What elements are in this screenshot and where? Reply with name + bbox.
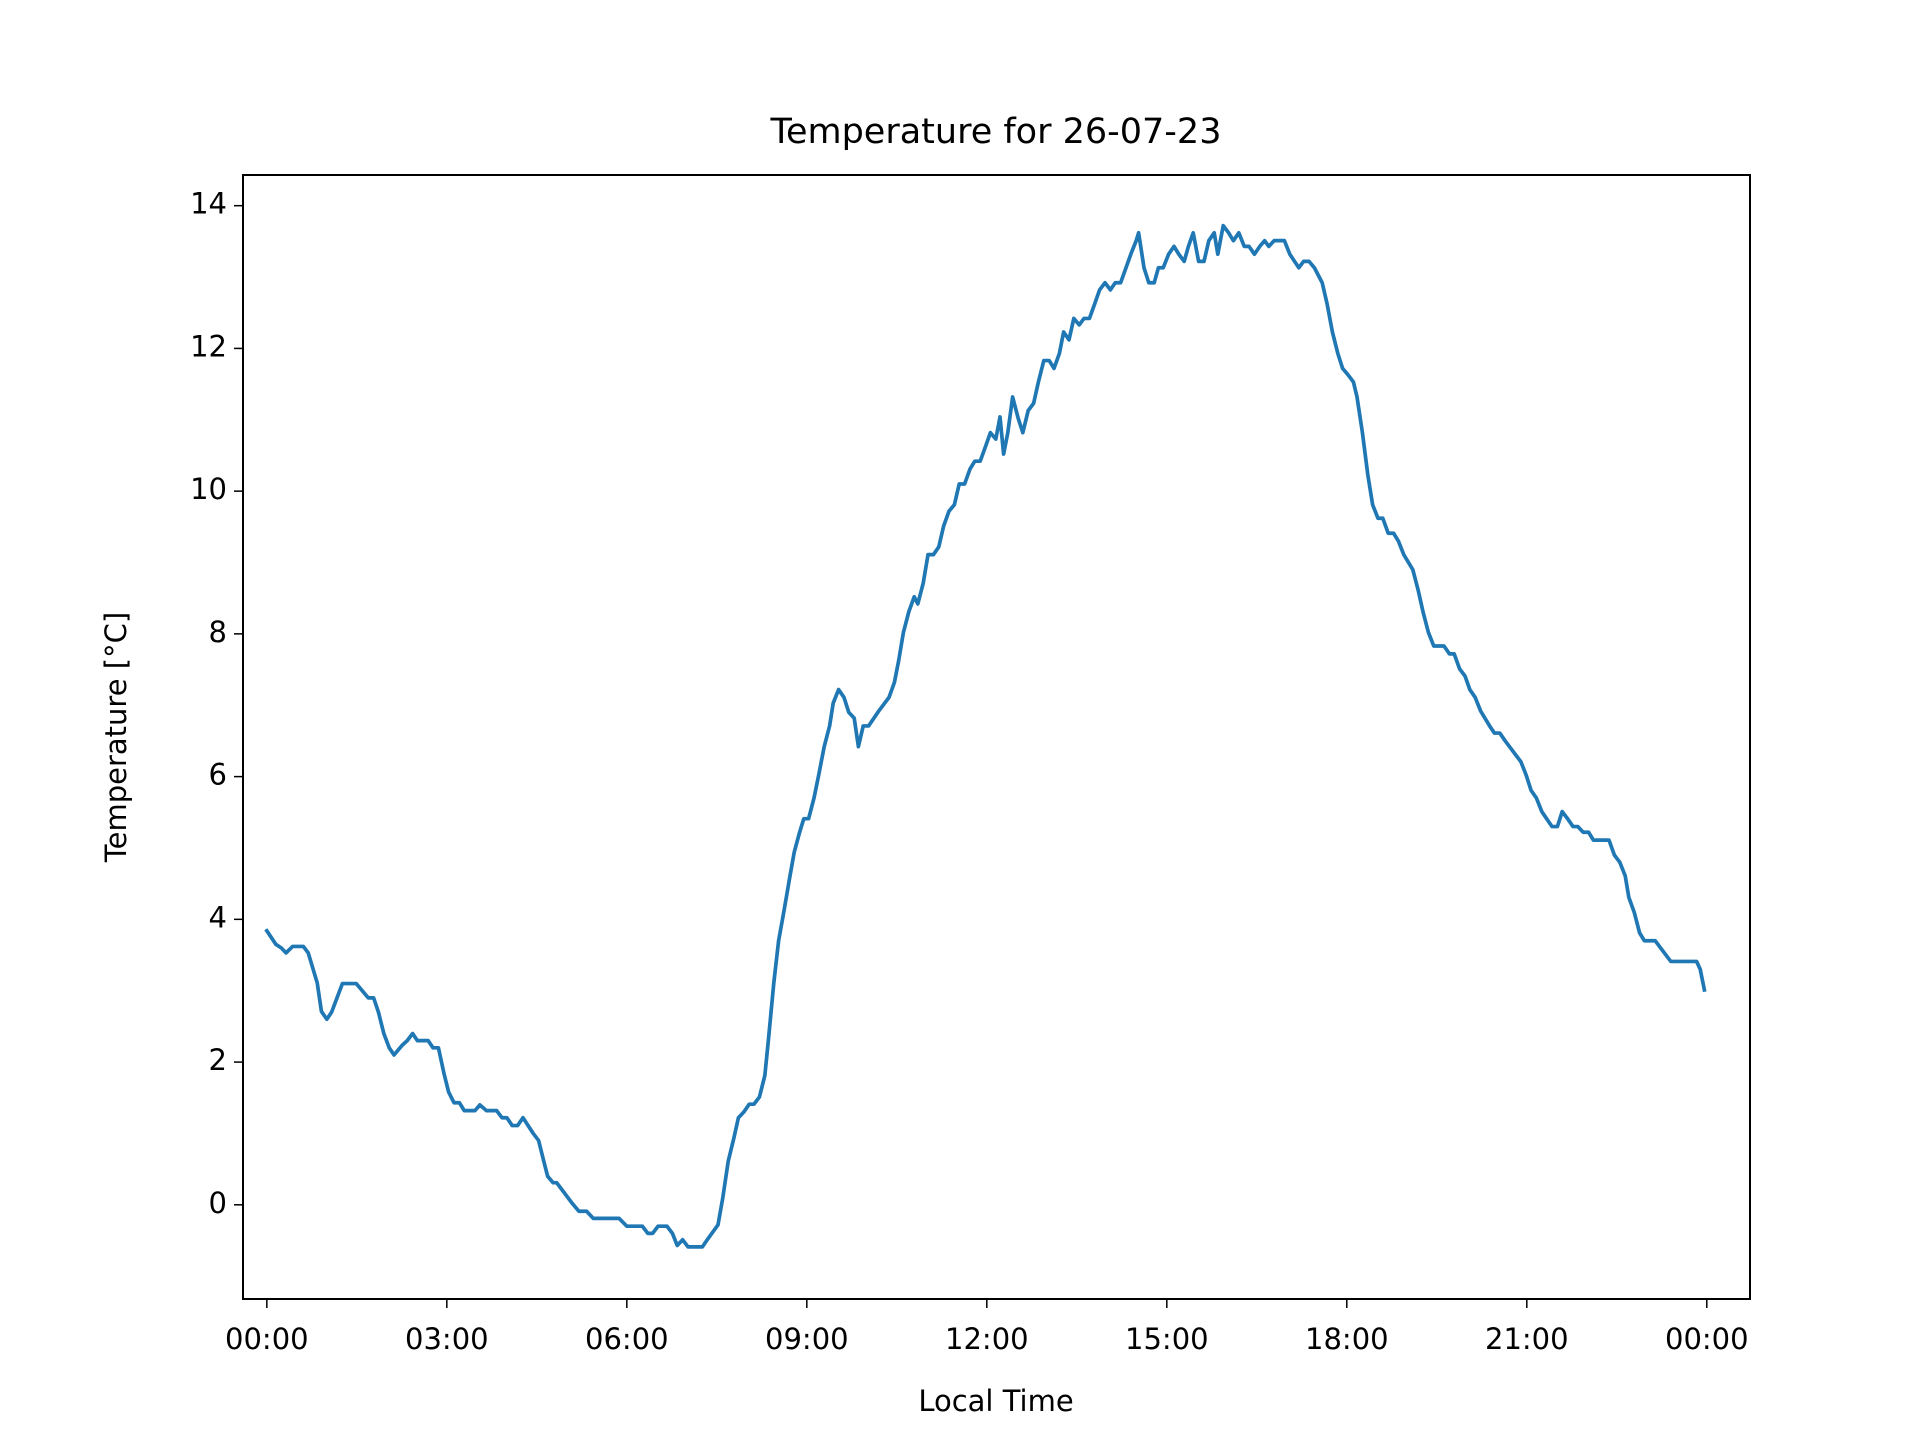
y-tick-label: 6	[209, 758, 227, 792]
x-tick-label: 09:00	[765, 1322, 849, 1356]
x-tick-label: 00:00	[1665, 1322, 1749, 1356]
y-tick-label: 10	[190, 472, 227, 506]
y-tick-label: 14	[190, 187, 227, 221]
x-axis-label: Local Time	[918, 1384, 1073, 1418]
x-tick-label: 12:00	[945, 1322, 1029, 1356]
y-tick-label: 4	[209, 900, 227, 934]
y-tick-label: 0	[209, 1186, 227, 1220]
x-tick-label: 21:00	[1485, 1322, 1569, 1356]
x-tick-label: 03:00	[405, 1322, 489, 1356]
y-tick-label: 12	[190, 329, 227, 363]
x-tick-label: 15:00	[1125, 1322, 1209, 1356]
plot-frame	[242, 174, 1751, 1300]
x-tick-label: 06:00	[585, 1322, 669, 1356]
x-tick-label: 18:00	[1305, 1322, 1389, 1356]
chart-title: Temperature for 26-07-23	[770, 112, 1222, 152]
data-line	[264, 223, 1707, 1249]
y-axis-label: Temperature [°C]	[99, 612, 133, 863]
x-tick-label: 00:00	[225, 1322, 309, 1356]
y-tick-label: 2	[209, 1043, 227, 1077]
y-tick-label: 8	[209, 615, 227, 649]
